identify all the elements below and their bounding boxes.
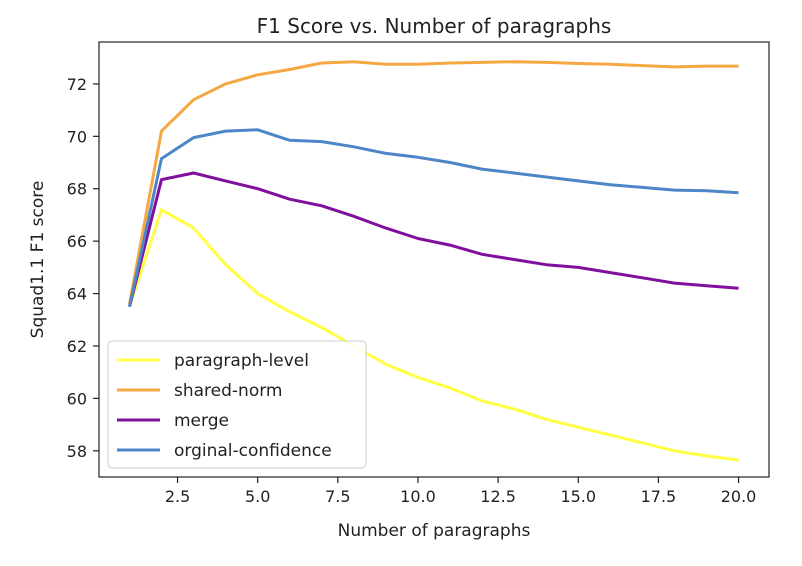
legend: paragraph-level shared-norm merge orginal-c… bbox=[107, 340, 367, 469]
x-tick-label: 15.0 bbox=[560, 487, 596, 506]
y-tick-label: 72 bbox=[67, 75, 87, 94]
y-axis-label: Squad1.1 F1 score bbox=[28, 181, 48, 339]
y-tick-label: 68 bbox=[67, 180, 87, 199]
chart-title: F1 Score vs. Number of paragraphs bbox=[257, 14, 612, 38]
legend-label-orginal-confidence: orginal-confidence bbox=[174, 441, 332, 461]
legend-label-shared-norm: shared-norm bbox=[174, 381, 282, 401]
series-line-merge bbox=[128, 171, 739, 308]
y-tick-label: 66 bbox=[67, 232, 87, 251]
y-tick-label: 70 bbox=[67, 127, 87, 146]
plot-lines bbox=[128, 60, 739, 462]
x-tick-label: 7.5 bbox=[325, 487, 350, 506]
y-axis-ticks: 58 60 62 64 66 68 70 72 bbox=[67, 75, 99, 461]
y-tick-label: 58 bbox=[67, 442, 87, 461]
legend-label-merge: merge bbox=[174, 411, 229, 431]
x-tick-label: 10.0 bbox=[400, 487, 436, 506]
x-tick-label: 2.5 bbox=[165, 487, 190, 506]
legend-label-paragraph-level: paragraph-level bbox=[174, 351, 309, 371]
x-tick-label: 12.5 bbox=[480, 487, 516, 506]
x-tick-label: 17.5 bbox=[641, 487, 677, 506]
x-tick-label: 20.0 bbox=[721, 487, 757, 506]
y-tick-label: 60 bbox=[67, 389, 87, 408]
series-line-paragraph-level bbox=[128, 208, 739, 462]
legend-box bbox=[107, 340, 367, 469]
x-axis-ticks: 2.5 5.0 7.5 10.0 12.5 15.0 17.5 20.0 bbox=[165, 477, 757, 506]
series-line-shared-norm bbox=[128, 60, 739, 305]
series-line-orginal-confidence bbox=[128, 128, 739, 308]
x-axis-label: Number of paragraphs bbox=[338, 521, 531, 541]
plot-frame bbox=[98, 41, 770, 478]
x-tick-label: 5.0 bbox=[245, 487, 270, 506]
y-tick-label: 64 bbox=[67, 285, 87, 304]
y-tick-label: 62 bbox=[67, 337, 87, 356]
